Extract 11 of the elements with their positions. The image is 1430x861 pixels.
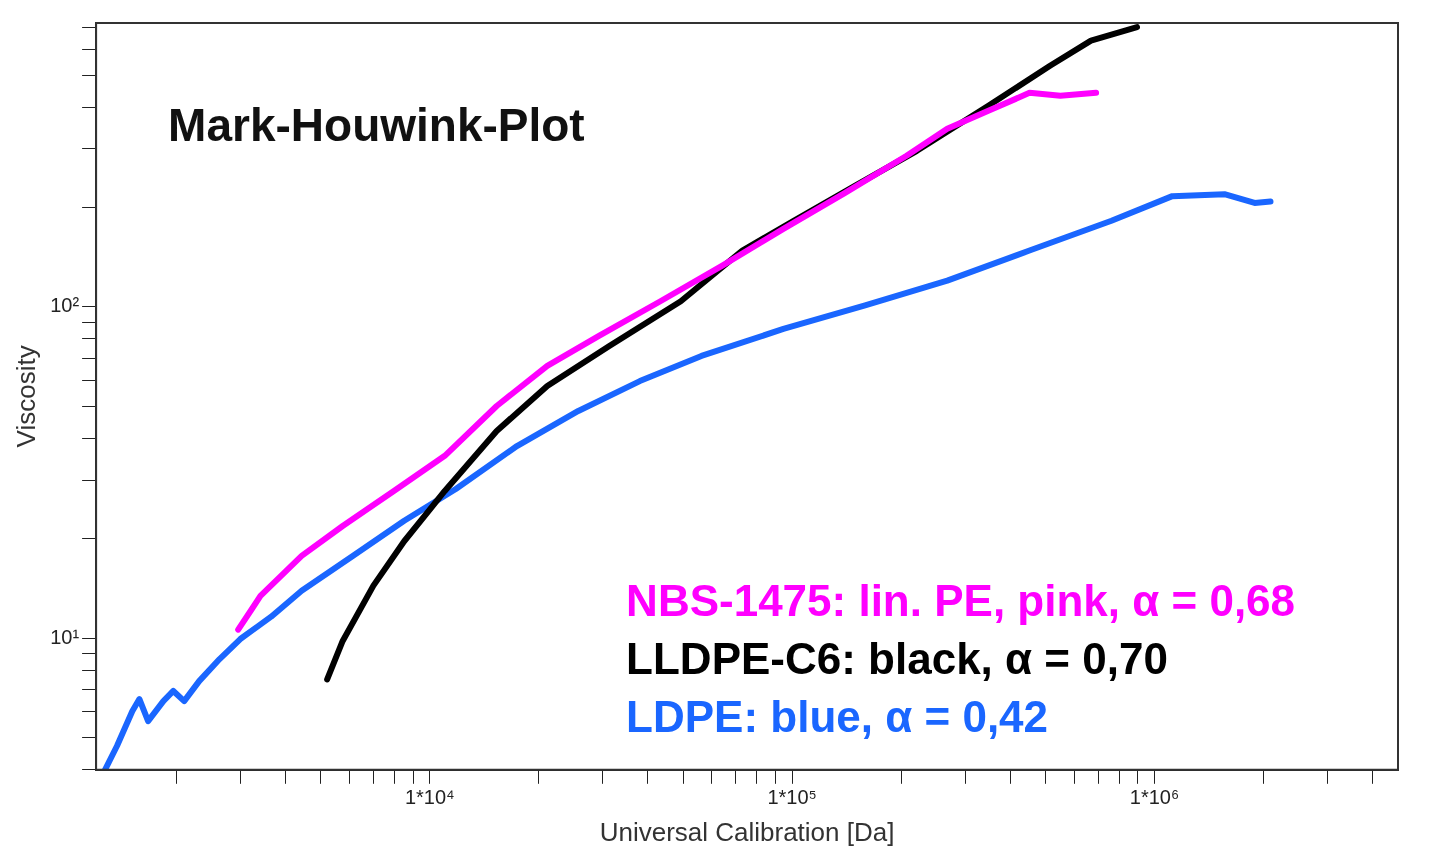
y-axis-title: Viscosity — [10, 345, 41, 448]
x-tick-label: 1*10⁵ — [767, 786, 817, 809]
text: NBS-1475: lin. PE, pink, α = 0,68 — [626, 575, 1296, 625]
x-axis-title: Universal Calibration [Da] — [599, 816, 895, 847]
y-tick-label: 10² — [50, 294, 80, 317]
text: LDPE: blue, α = 0,42 — [626, 691, 1049, 741]
y-tick-label: 10¹ — [50, 625, 80, 648]
text: LLDPE-C6: black, α = 0,70 — [626, 633, 1168, 683]
x-tick-label: 1*10⁶ — [1129, 786, 1180, 809]
x-tick-label: 1*10⁴ — [404, 786, 455, 809]
text: Mark-Houwink-Plot — [168, 98, 585, 151]
